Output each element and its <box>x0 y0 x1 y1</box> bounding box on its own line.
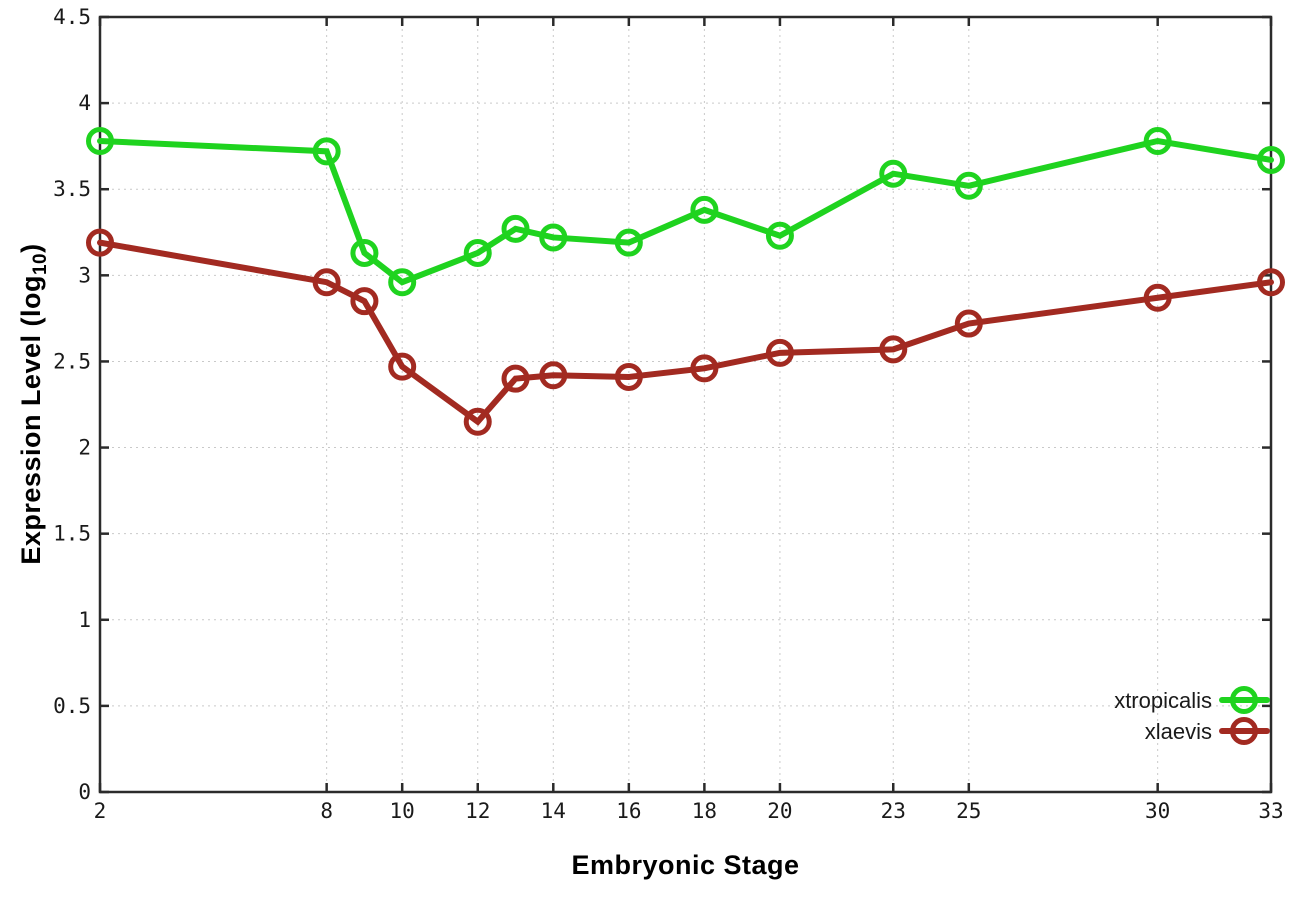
data-point-xtropicalis-stage-12 <box>463 238 492 267</box>
series-line-xtropicalis <box>97 137 1274 286</box>
data-point-xlaevis-stage-16 <box>614 362 643 391</box>
x-tick-label-14: 14 <box>541 799 566 823</box>
data-point-xtropicalis-stage-8 <box>312 137 341 166</box>
y-axis-title-close: ) <box>16 243 46 253</box>
data-point-xlaevis-stage-10 <box>388 352 417 381</box>
x-tick-label-8: 8 <box>320 799 333 823</box>
data-point-xlaevis-stage-33 <box>1257 268 1285 297</box>
data-point-xtropicalis-stage-25 <box>954 171 983 200</box>
data-point-xlaevis-stage-2 <box>86 228 114 257</box>
legend-label-xtropicalis: xtropicalis <box>1114 688 1212 713</box>
data-point-xlaevis-stage-18 <box>690 354 719 383</box>
data-point-xtropicalis-stage-9 <box>350 238 379 267</box>
y-axis-title-subscript: 10 <box>30 252 51 276</box>
data-point-xtropicalis-stage-18 <box>690 195 719 224</box>
data-point-xlaevis-stage-25 <box>954 309 983 338</box>
y-tick-label-4.5: 4.5 <box>53 5 91 29</box>
series-line-xlaevis <box>97 239 1274 426</box>
y-tick-label-1: 1 <box>78 608 91 632</box>
x-tick-label-2: 2 <box>94 799 107 823</box>
data-point-xtropicalis-stage-33 <box>1257 145 1285 174</box>
x-tick-label-33: 33 <box>1258 799 1283 823</box>
y-tick-label-3.5: 3.5 <box>53 177 91 201</box>
y-tick-label-2: 2 <box>78 436 91 460</box>
y-axis-title: Expression Level (log10) <box>16 243 52 564</box>
x-tick-label-30: 30 <box>1145 799 1170 823</box>
x-tick-label-18: 18 <box>692 799 717 823</box>
y-tick-label-0.5: 0.5 <box>53 694 91 718</box>
legend-marker-xtropicalis <box>1230 686 1258 714</box>
data-point-xtropicalis-stage-14 <box>539 223 568 252</box>
y-tick-label-2.5: 2.5 <box>53 349 91 373</box>
data-point-xlaevis-stage-23 <box>879 335 908 364</box>
data-point-xlaevis-stage-13 <box>501 364 530 393</box>
data-point-xtropicalis-stage-30 <box>1143 127 1172 155</box>
data-point-xtropicalis-stage-20 <box>765 221 794 250</box>
y-axis-title-text: Expression Level (log <box>16 275 46 565</box>
y-tick-label-3: 3 <box>78 263 91 287</box>
x-tick-label-23: 23 <box>881 799 906 823</box>
data-point-xtropicalis-stage-16 <box>614 228 643 257</box>
data-point-xlaevis-stage-20 <box>765 338 794 367</box>
y-tick-label-1.5: 1.5 <box>53 522 91 546</box>
legend-label-xlaevis: xlaevis <box>1145 719 1212 744</box>
x-tick-label-25: 25 <box>956 799 981 823</box>
data-point-xlaevis-stage-12 <box>463 407 492 436</box>
data-point-xtropicalis-stage-23 <box>879 159 908 188</box>
x-axis-title: Embryonic Stage <box>571 850 800 880</box>
data-point-xtropicalis-stage-13 <box>501 214 530 243</box>
data-point-xlaevis-stage-9 <box>350 287 379 316</box>
y-tick-label-4: 4 <box>78 91 91 115</box>
y-tick-label-0: 0 <box>78 780 91 804</box>
data-point-xtropicalis-stage-2 <box>86 127 114 155</box>
data-point-xlaevis-stage-8 <box>312 268 341 297</box>
x-tick-label-10: 10 <box>390 799 415 823</box>
legend-marker-xlaevis <box>1230 717 1258 745</box>
plot-border <box>98 15 1273 794</box>
data-point-xlaevis-stage-30 <box>1143 283 1172 312</box>
data-point-xlaevis-stage-14 <box>539 361 568 390</box>
x-tick-label-12: 12 <box>465 799 490 823</box>
data-point-xtropicalis-stage-10 <box>388 268 417 297</box>
x-tick-label-16: 16 <box>616 799 641 823</box>
x-tick-label-20: 20 <box>767 799 792 823</box>
